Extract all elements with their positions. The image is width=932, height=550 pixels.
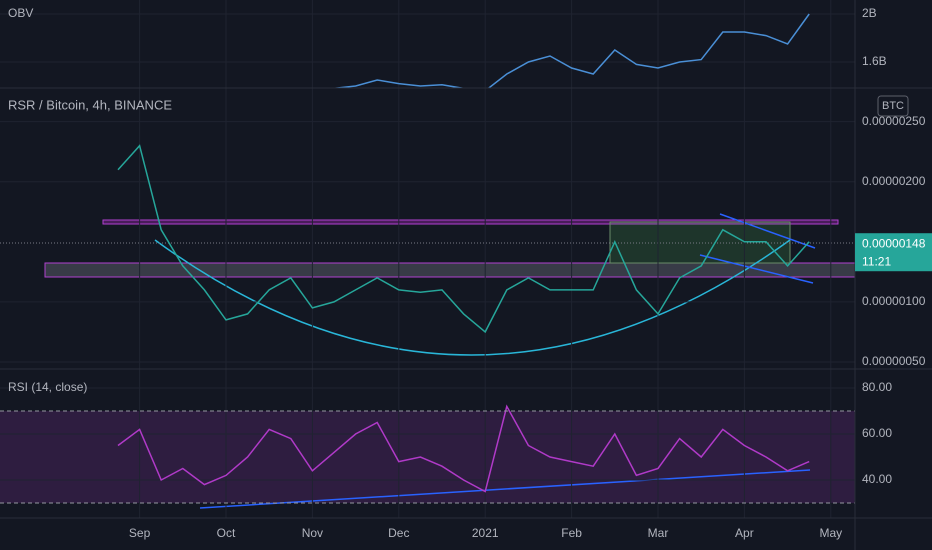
x-tick-label: Apr: [735, 526, 754, 540]
y-tick-label: 0.00000250: [862, 114, 926, 128]
resistance-zone: [102, 219, 839, 225]
rsi-title: RSI (14, close): [8, 380, 87, 394]
obv-title: OBV: [8, 6, 33, 20]
x-tick-label: Oct: [217, 526, 236, 540]
x-tick-label: Feb: [561, 526, 582, 540]
x-tick-label: Mar: [648, 526, 669, 540]
trend-line: [699, 254, 814, 284]
y-tick-label: 2B: [862, 6, 877, 20]
x-tick-label: May: [819, 526, 842, 540]
x-tick-label: Sep: [129, 526, 151, 540]
series-line: [117, 144, 810, 334]
y-tick-label: 80.00: [862, 380, 892, 394]
price-title: RSR / Bitcoin, 4h, BINANCE: [8, 97, 172, 112]
support-zone: [44, 262, 856, 278]
currency-badge[interactable]: [877, 95, 909, 117]
y-tick-label: 40.00: [862, 472, 892, 486]
rsi-trend-line: [199, 469, 811, 509]
rsi-band: [0, 410, 855, 504]
x-tick-label: 2021: [472, 526, 499, 540]
series-line: [330, 13, 810, 88]
countdown: 11:21: [862, 254, 891, 268]
last-price-box: [855, 233, 932, 272]
x-tick-label: Dec: [388, 526, 409, 540]
trend-line: [719, 213, 816, 249]
y-tick-label: 1.6B: [862, 54, 887, 68]
x-tick-label: Nov: [302, 526, 323, 540]
y-tick-label: 0.00000050: [862, 354, 926, 368]
currency: BTC: [882, 100, 904, 112]
y-tick-label: 60.00: [862, 426, 892, 440]
last-price: 0.00000148: [862, 236, 926, 250]
y-tick-label: 0.00000200: [862, 174, 926, 188]
y-tick-label: 0.00000100: [862, 294, 926, 308]
cup-curve: [154, 239, 791, 356]
series-line: [117, 404, 810, 493]
